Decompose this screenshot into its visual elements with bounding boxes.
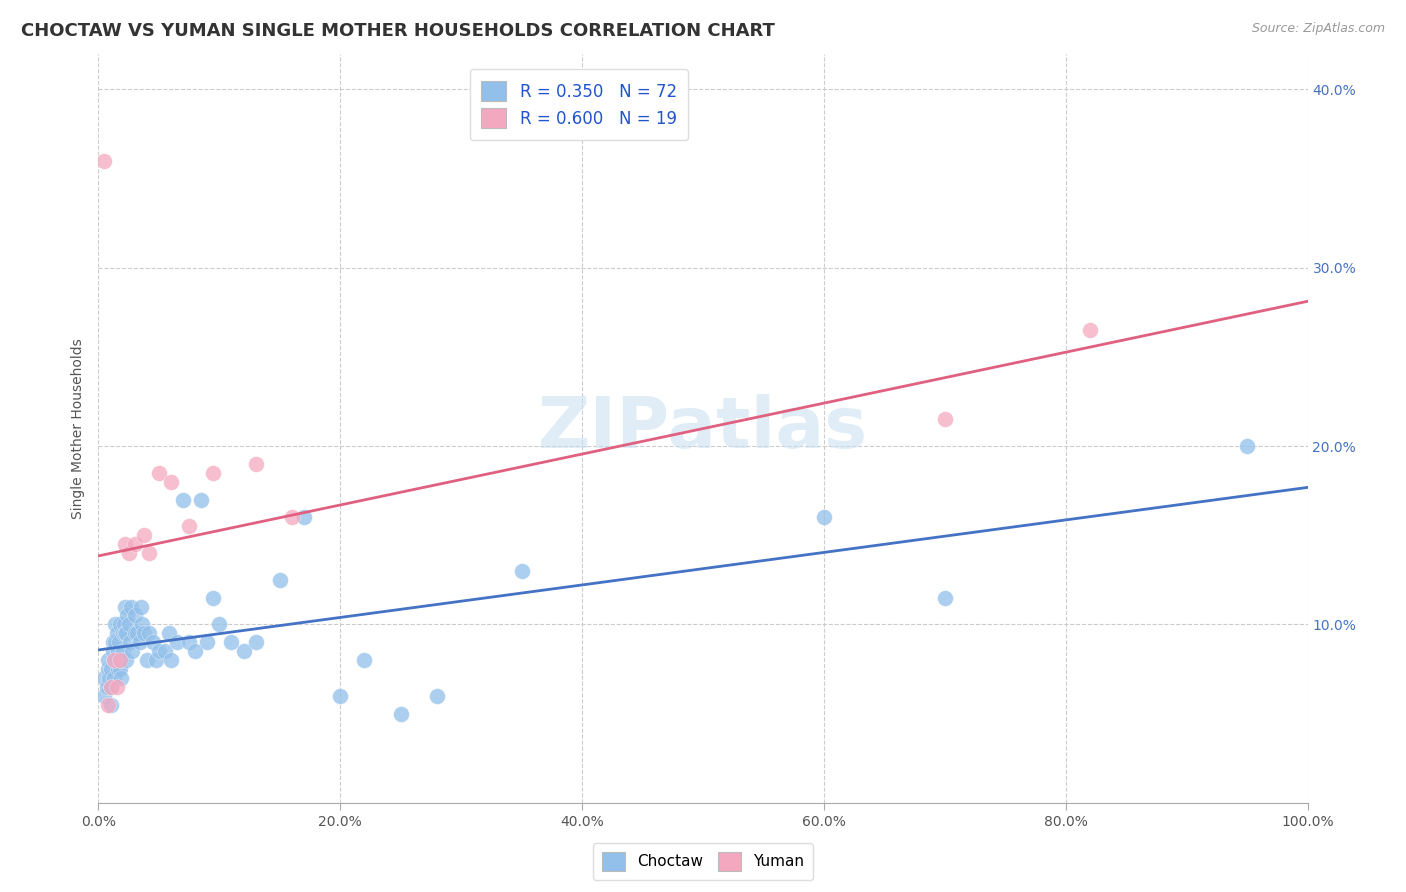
Point [105, 653, 128, 667]
Point [108, 617, 131, 632]
Point [190, 492, 212, 507]
Point [114, 599, 136, 614]
Point [160, 653, 183, 667]
Point [114, 537, 136, 551]
Point [127, 626, 149, 640]
Point [145, 653, 167, 667]
Point [118, 617, 141, 632]
Point [221, 635, 243, 649]
Point [100, 662, 122, 676]
Point [105, 680, 128, 694]
Point [135, 653, 157, 667]
Point [115, 653, 138, 667]
Point [101, 644, 124, 658]
Point [111, 626, 134, 640]
Point [100, 680, 122, 694]
Point [157, 626, 180, 640]
Point [118, 546, 141, 560]
Point [124, 608, 146, 623]
Point [166, 635, 188, 649]
Point [97, 698, 120, 712]
Legend: R = 0.350   N = 72, R = 0.600   N = 19: R = 0.350 N = 72, R = 0.600 N = 19 [470, 70, 689, 140]
Point [129, 599, 152, 614]
Text: Source: ZipAtlas.com: Source: ZipAtlas.com [1251, 22, 1385, 36]
Point [153, 644, 176, 658]
Point [134, 528, 156, 542]
Point [389, 706, 412, 721]
Point [104, 635, 127, 649]
Point [292, 510, 315, 524]
Point [934, 412, 956, 426]
Point [100, 680, 122, 694]
Point [100, 698, 122, 712]
Point [353, 653, 375, 667]
Y-axis label: Single Mother Households: Single Mother Households [72, 338, 86, 518]
Point [104, 617, 127, 632]
Point [93, 153, 115, 168]
Point [101, 635, 124, 649]
Point [111, 644, 134, 658]
Point [124, 537, 146, 551]
Point [179, 635, 201, 649]
Point [131, 617, 153, 632]
Point [208, 617, 231, 632]
Point [115, 626, 138, 640]
Point [103, 653, 125, 667]
Legend: Choctaw, Yuman: Choctaw, Yuman [592, 843, 814, 880]
Point [114, 626, 136, 640]
Point [107, 662, 129, 676]
Point [934, 591, 956, 605]
Point [202, 591, 225, 605]
Point [1236, 439, 1258, 453]
Point [138, 626, 160, 640]
Point [97, 662, 120, 676]
Point [110, 653, 132, 667]
Point [232, 644, 254, 658]
Point [98, 671, 121, 685]
Point [148, 644, 170, 658]
Point [1078, 323, 1101, 337]
Point [128, 635, 150, 649]
Point [148, 466, 170, 480]
Point [93, 689, 115, 703]
Point [195, 635, 218, 649]
Point [172, 492, 194, 507]
Point [108, 653, 131, 667]
Point [510, 564, 533, 578]
Point [96, 680, 118, 694]
Point [124, 626, 146, 640]
Point [142, 635, 165, 649]
Point [108, 662, 131, 676]
Point [121, 644, 143, 658]
Point [245, 635, 267, 649]
Point [329, 689, 352, 703]
Text: CHOCTAW VS YUMAN SINGLE MOTHER HOUSEHOLDS CORRELATION CHART: CHOCTAW VS YUMAN SINGLE MOTHER HOUSEHOLD… [21, 22, 775, 40]
Point [110, 671, 132, 685]
Point [105, 626, 128, 640]
Point [202, 466, 225, 480]
Point [281, 510, 304, 524]
Point [813, 510, 835, 524]
Point [107, 644, 129, 658]
Point [269, 573, 291, 587]
Point [112, 617, 135, 632]
Point [160, 475, 183, 489]
Point [134, 626, 156, 640]
Point [93, 671, 115, 685]
Point [108, 635, 131, 649]
Point [184, 644, 207, 658]
Point [120, 599, 142, 614]
Point [426, 689, 449, 703]
Point [97, 653, 120, 667]
Point [117, 608, 139, 623]
Point [103, 671, 125, 685]
Point [138, 546, 160, 560]
Point [179, 519, 201, 533]
Text: ZIPatlas: ZIPatlas [538, 393, 868, 463]
Point [245, 457, 267, 471]
Point [103, 653, 125, 667]
Point [118, 635, 141, 649]
